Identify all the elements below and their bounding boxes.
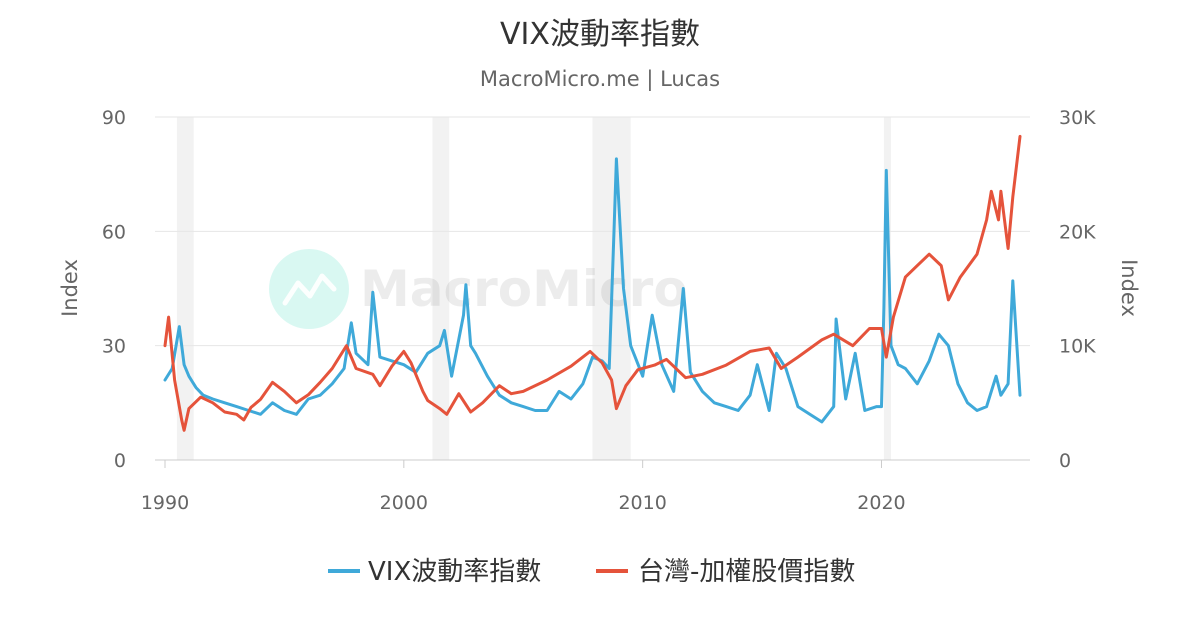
x-axis: 1990 2000 2010 2020 — [141, 460, 906, 514]
y-axis-right: 0 10K 20K 30K — [1059, 107, 1096, 472]
legend: VIX波動率指數 台灣-加權股價指數 — [328, 557, 855, 587]
x-tick-label: 2010 — [618, 492, 666, 514]
y-axis-left: 0 30 60 90 — [102, 107, 126, 472]
legend-label-taiex: 台灣-加權股價指數 — [638, 557, 855, 587]
series-line-vix — [163, 157, 1022, 424]
chart-subtitle: MacroMicro.me | Lucas — [480, 67, 720, 92]
series-line-taiex — [163, 134, 1022, 432]
series-layer — [163, 134, 1022, 432]
watermark-chart-icon — [282, 273, 337, 306]
legend-item-taiex[interactable]: 台灣-加權股價指數 — [596, 557, 855, 587]
y-right-tick-label: 0 — [1059, 450, 1071, 472]
y-left-tick-label: 60 — [102, 221, 126, 243]
x-tick-label: 2020 — [857, 492, 905, 514]
recession-band — [432, 117, 450, 460]
watermark: MacroMicro — [269, 249, 688, 329]
recession-band — [883, 117, 892, 460]
y-left-tick-label: 0 — [114, 450, 126, 472]
y-right-tick-label: 30K — [1059, 107, 1096, 129]
y-axis-right-title: Index — [1117, 259, 1141, 317]
legend-label-vix: VIX波動率指數 — [368, 557, 541, 587]
recession-bands — [176, 117, 892, 460]
y-right-tick-label: 20K — [1059, 221, 1096, 243]
watermark-logo-icon — [269, 249, 349, 329]
y-right-tick-label: 10K — [1059, 336, 1096, 358]
x-tick-label: 2000 — [380, 492, 428, 514]
x-tick-label: 1990 — [141, 492, 189, 514]
y-axis-left-title: Index — [58, 259, 82, 317]
legend-item-vix[interactable]: VIX波動率指數 — [328, 557, 541, 587]
watermark-text: MacroMicro — [360, 260, 688, 318]
y-left-tick-label: 30 — [102, 336, 126, 358]
y-left-tick-label: 90 — [102, 107, 126, 129]
chart-title: VIX波動率指數 — [500, 17, 700, 52]
